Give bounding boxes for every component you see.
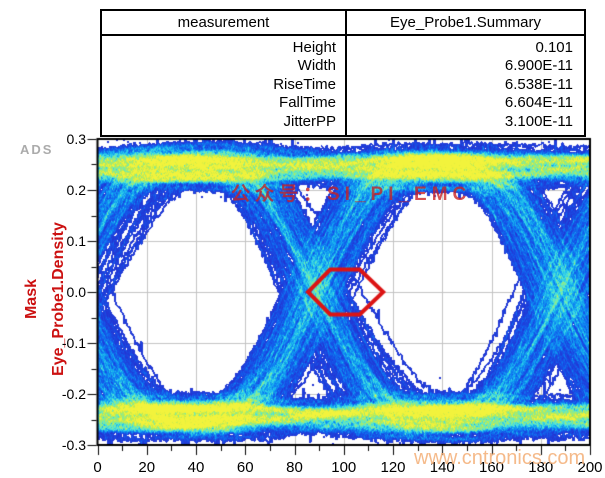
y-tick-label-0.3: 0.3 xyxy=(66,131,86,147)
x-tick-label-60: 60 xyxy=(236,459,254,476)
table-header-row: measurement Eye_Probe1.Summary xyxy=(102,11,584,36)
table-column-names: Height Width RiseTime FallTime JitterPP xyxy=(102,36,347,135)
x-tick-label-180: 180 xyxy=(528,459,554,476)
row-label-risetime: RiseTime xyxy=(273,75,336,93)
table-body: Height Width RiseTime FallTime JitterPP … xyxy=(102,36,584,135)
y-tick-label--0.2: -0.2 xyxy=(61,386,86,402)
table-column-values: 0.101 6.900E-11 6.538E-11 6.604E-11 3.10… xyxy=(347,36,584,135)
row-label-width: Width xyxy=(297,57,336,75)
ads-logo-watermark: ADS xyxy=(20,142,54,157)
red-overlay-watermark: 公众号：SI_PI_EMC xyxy=(231,184,472,205)
y-tick-label--0.3: -0.3 xyxy=(61,437,86,453)
x-tick-label-140: 140 xyxy=(429,459,455,476)
table-header-measurement: measurement xyxy=(102,11,347,34)
row-value-width: 6.900E-11 xyxy=(504,57,573,75)
x-tick-label-20: 20 xyxy=(138,459,156,476)
x-tick-label-40: 40 xyxy=(187,459,205,476)
row-label-falltime: FallTime xyxy=(279,94,336,112)
x-tick-label-160: 160 xyxy=(478,459,505,476)
row-value-falltime: 6.604E-11 xyxy=(504,94,573,112)
y-tick-label-0.2: 0.2 xyxy=(66,182,86,198)
row-value-jitterpp: 3.100E-11 xyxy=(504,112,573,130)
row-value-height: 0.101 xyxy=(535,39,573,56)
y-tick-label--0.1: -0.1 xyxy=(61,335,86,351)
x-tick-label-200: 200 xyxy=(577,459,603,476)
site-watermark: www.cntronics.com xyxy=(414,447,586,469)
row-label-height: Height xyxy=(292,39,336,56)
x-tick-label-100: 100 xyxy=(331,459,357,476)
x-tick-label-0: 0 xyxy=(93,459,102,476)
x-tick-label-80: 80 xyxy=(286,459,303,476)
row-label-jitterpp: JitterPP xyxy=(283,112,336,130)
y-tick-label-0.1: 0.1 xyxy=(66,233,86,249)
row-value-risetime: 6.538E-11 xyxy=(504,75,573,93)
x-tick-label-120: 120 xyxy=(380,459,406,476)
table-header-summary: Eye_Probe1.Summary xyxy=(390,14,541,31)
measurement-table: measurement Eye_Probe1.Summary Height Wi… xyxy=(100,9,586,137)
y-tick-label-0.0: 0.0 xyxy=(66,284,86,300)
